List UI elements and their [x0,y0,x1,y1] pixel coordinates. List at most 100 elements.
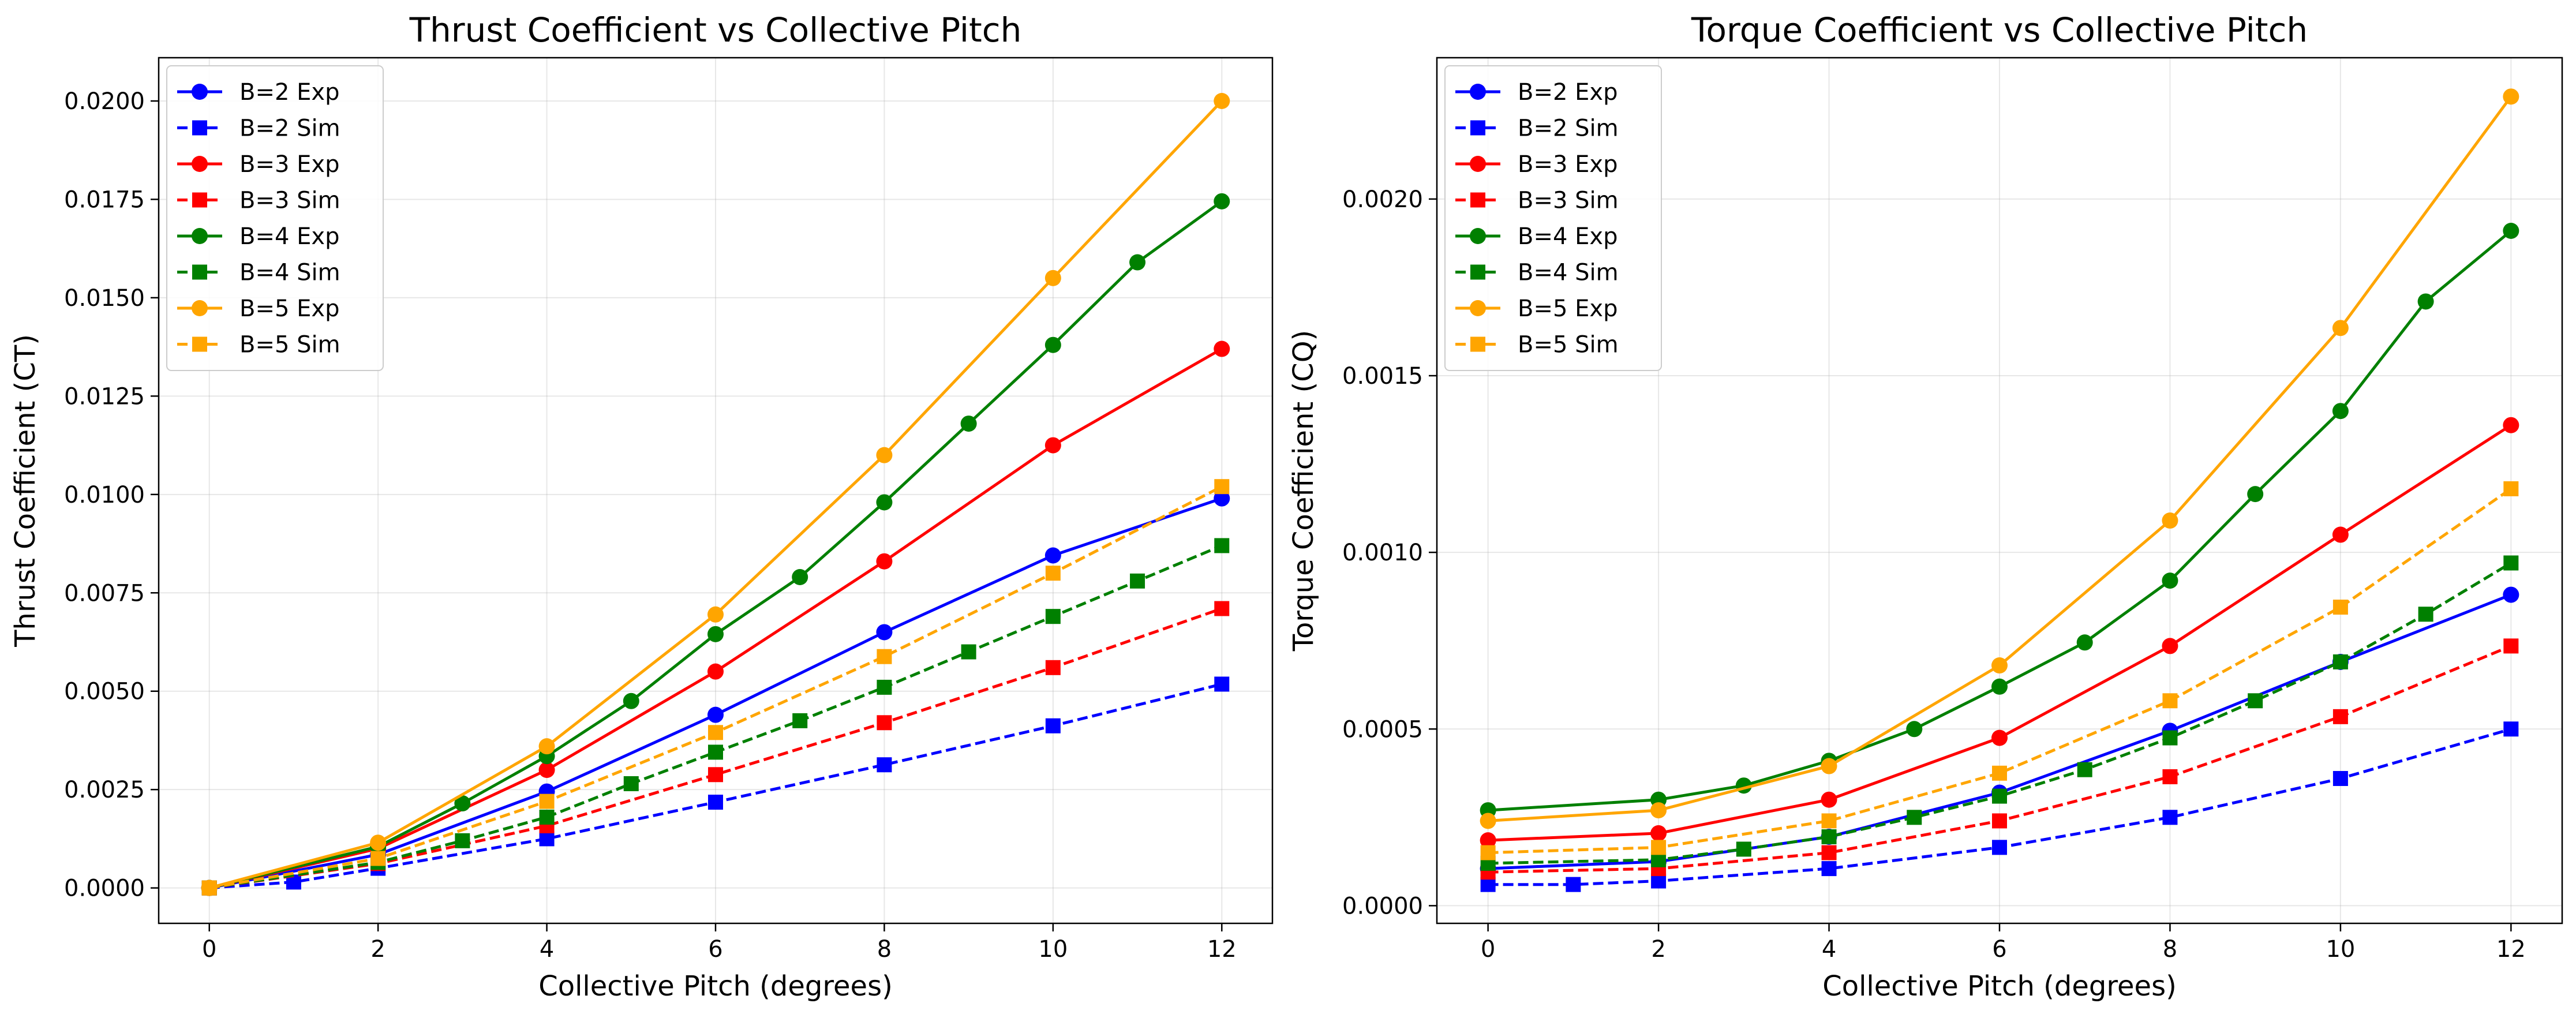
torque-data-point [2332,600,2348,615]
thrust-legend-label: B=2 Exp [239,79,339,106]
thrust-data-point [961,644,976,660]
torque-x-axis-label: Collective Pitch (degrees) [1822,970,2177,1002]
torque-legend-box [1444,65,1662,371]
thrust-legend-label: B=3 Sim [239,188,340,214]
torque-data-point [1650,825,1667,841]
thrust-y-axis-label: Thrust Coefficient (CT) [9,334,42,648]
torque-data-point [1991,678,2008,695]
thrust-data-point [623,776,639,791]
torque-data-point [2332,403,2349,420]
torque-legend-marker [1470,156,1486,172]
torque-legend-label: B=4 Exp [1518,223,1618,250]
thrust-data-point [877,757,892,773]
thrust-data-point [1044,270,1061,286]
torque-data-point [2332,709,2348,724]
torque-data-point [2503,721,2519,737]
thrust-data-point [876,447,893,463]
torque-data-point [2503,223,2519,239]
thrust-data-point [792,569,808,585]
thrust-data-point [538,738,555,755]
thrust-legend-marker [192,336,207,352]
torque-legend-marker [1470,228,1486,244]
thrust-legend-label: B=5 Exp [239,295,339,322]
thrust-y-tick-label: 0.0075 [64,580,145,607]
torque-legend-label: B=5 Sim [1518,332,1619,358]
torque-y-tick-label: 0.0020 [1342,186,1423,213]
torque-data-point [1736,841,1751,857]
torque-data-point [1480,813,1496,829]
thrust-data-point [707,606,724,623]
thrust-legend-label: B=4 Exp [239,223,339,250]
torque-y-tick-label: 0.0005 [1342,716,1423,743]
torque-x-tick-label: 8 [2163,936,2177,963]
torque-x-tick-label: 10 [2326,936,2355,963]
torque-data-point [1821,758,1837,774]
torque-legend-marker [1470,84,1486,100]
torque-data-point [1566,877,1581,892]
thrust-legend-marker [192,264,207,280]
torque-data-point [2332,526,2349,543]
torque-data-point [2503,586,2519,603]
torque-data-point [1821,813,1837,829]
thrust-data-point [707,706,724,723]
thrust-data-point [876,494,893,511]
thrust-legend-marker [192,192,207,208]
thrust-chart: 0 2 4 6 8 10 12 0.0000 0.0025 0.0050 0.0075 0.0100 0… [9,10,1274,1002]
torque-data-point [2162,810,2178,825]
thrust-legend-marker [192,120,207,136]
torque-data-point [2332,654,2348,669]
torque-data-point [2162,769,2178,784]
thrust-legend-marker [192,156,208,172]
torque-data-point [2247,486,2264,503]
torque-data-point [2503,638,2519,654]
torque-data-point [1992,788,2007,804]
thrust-data-point [708,725,723,740]
thrust-y-tick-label: 0.0175 [64,186,145,213]
thrust-axes-frame [158,57,1274,925]
thrust-data-point [539,794,555,809]
thrust-data-point [877,715,892,731]
thrust-data-point [1214,193,1230,209]
thrust-data-point [792,713,808,728]
torque-data-point [1991,729,2008,746]
torque-data-point [2332,770,2348,786]
thrust-legend-marker [192,300,208,316]
torque-data-point [1906,721,1923,738]
thrust-y-tick-label: 0.0200 [64,88,145,115]
thrust-data-point [201,880,217,896]
torque-data-point [1821,845,1837,860]
torque-data-point [2077,762,2092,777]
thrust-y-tick-label: 0.0150 [64,285,145,312]
thrust-x-tick-label: 8 [877,936,892,963]
torque-legend-label: B=2 Sim [1518,115,1619,142]
torque-data-point [2332,320,2349,336]
torque-data-point [2418,607,2433,622]
thrust-data-point [1044,336,1061,353]
thrust-series-line [209,544,1223,890]
torque-legend-marker [1470,336,1485,352]
thrust-data-point [1214,479,1230,495]
thrust-x-tick-label: 4 [540,936,554,963]
torque-legend-marker [1470,120,1485,136]
torque-data-point [1821,791,1837,808]
torque-data-point [1992,840,2007,855]
torque-data-point [1821,861,1837,877]
thrust-data-point [1130,573,1145,589]
thrust-data-point [1214,340,1230,357]
thrust-x-axis-label: Collective Pitch (degrees) [538,970,893,1002]
thrust-legend-marker [192,84,208,100]
torque-legend-label: B=2 Exp [1518,79,1618,106]
thrust-legend-label: B=5 Sim [239,332,340,358]
thrust-x-tick-label: 2 [370,936,385,963]
thrust-data-point [454,795,471,812]
thrust-data-point [876,624,893,641]
torque-data-point [1991,657,2008,674]
thrust-data-point [1214,676,1230,692]
torque-data-point [2503,555,2519,571]
torque-data-point [2162,572,2178,589]
thrust-y-tick-label: 0.0000 [64,875,145,902]
thrust-data-point [455,833,470,848]
thrust-data-point [1214,93,1230,109]
